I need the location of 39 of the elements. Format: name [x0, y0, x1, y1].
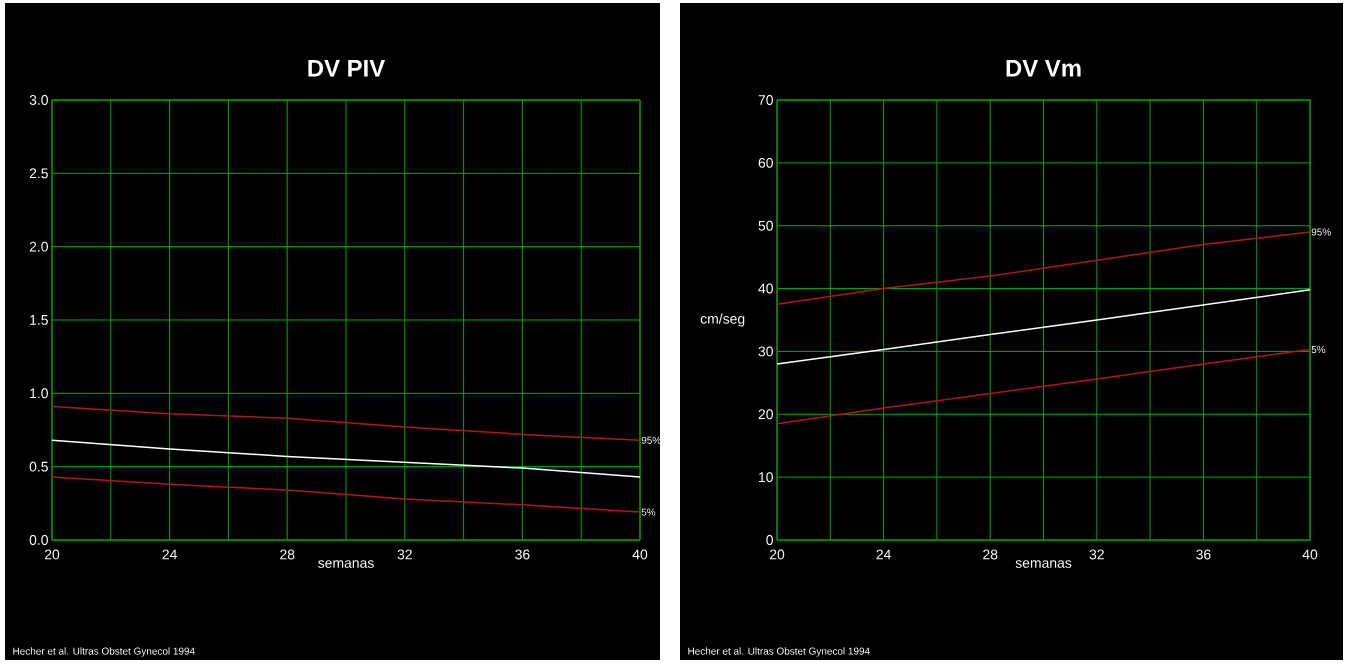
y-tick-label: 20 — [758, 409, 773, 420]
y-tick-label: 2.0 — [29, 241, 48, 252]
series-label: 5% — [641, 508, 656, 516]
chart-title: DV PIV — [308, 60, 386, 77]
x-tick-label: 24 — [876, 549, 891, 560]
y-tick-label: 70 — [758, 95, 773, 105]
y-tick-label: 1.0 — [30, 388, 48, 399]
y-tick-label: 0 — [766, 535, 773, 545]
x-tick-label: 20 — [44, 549, 60, 560]
chart-title: DV Vm — [1006, 60, 1081, 77]
y-tick-label: 50 — [758, 220, 773, 231]
x-axis-title: semanas — [1015, 560, 1072, 568]
x-tick-label: 32 — [397, 549, 412, 560]
y-tick-label: 2.5 — [29, 168, 48, 179]
x-tick-label: 40 — [1302, 549, 1318, 560]
y-tick-label: 0.5 — [29, 461, 48, 472]
text: Hecher et al. Ultras Obstet Gynecol 1994 — [13, 647, 195, 657]
y-tick-label: 30 — [758, 346, 773, 357]
y-tick-label: 1.5 — [30, 315, 48, 325]
line-series — [51, 405, 641, 441]
x-axis-title: semanas — [318, 560, 374, 568]
x-tick-label: 40 — [632, 549, 648, 560]
x-tick-label: 28 — [280, 549, 295, 560]
series-label: 5% — [1311, 346, 1326, 354]
line-series — [51, 476, 641, 513]
text: Hecher et al. Ultras Obstet Gynecol 1994 — [688, 647, 870, 657]
x-tick-label: 32 — [1089, 549, 1104, 560]
x-tick-label: 36 — [1196, 549, 1211, 560]
y-tick-label: 60 — [758, 157, 773, 168]
y-tick-label: 3.0 — [29, 95, 48, 105]
x-tick-label: 20 — [769, 549, 785, 560]
y-axis-title: cm/seg — [700, 313, 745, 327]
series-label: 95% — [1311, 228, 1331, 236]
y-tick-label: 10 — [759, 472, 773, 483]
x-tick-label: 24 — [162, 549, 177, 560]
x-tick-label: 28 — [983, 549, 998, 560]
y-tick-label: 0.0 — [29, 535, 48, 545]
y-tick-label: 40 — [758, 283, 773, 294]
x-tick-label: 36 — [515, 549, 530, 560]
